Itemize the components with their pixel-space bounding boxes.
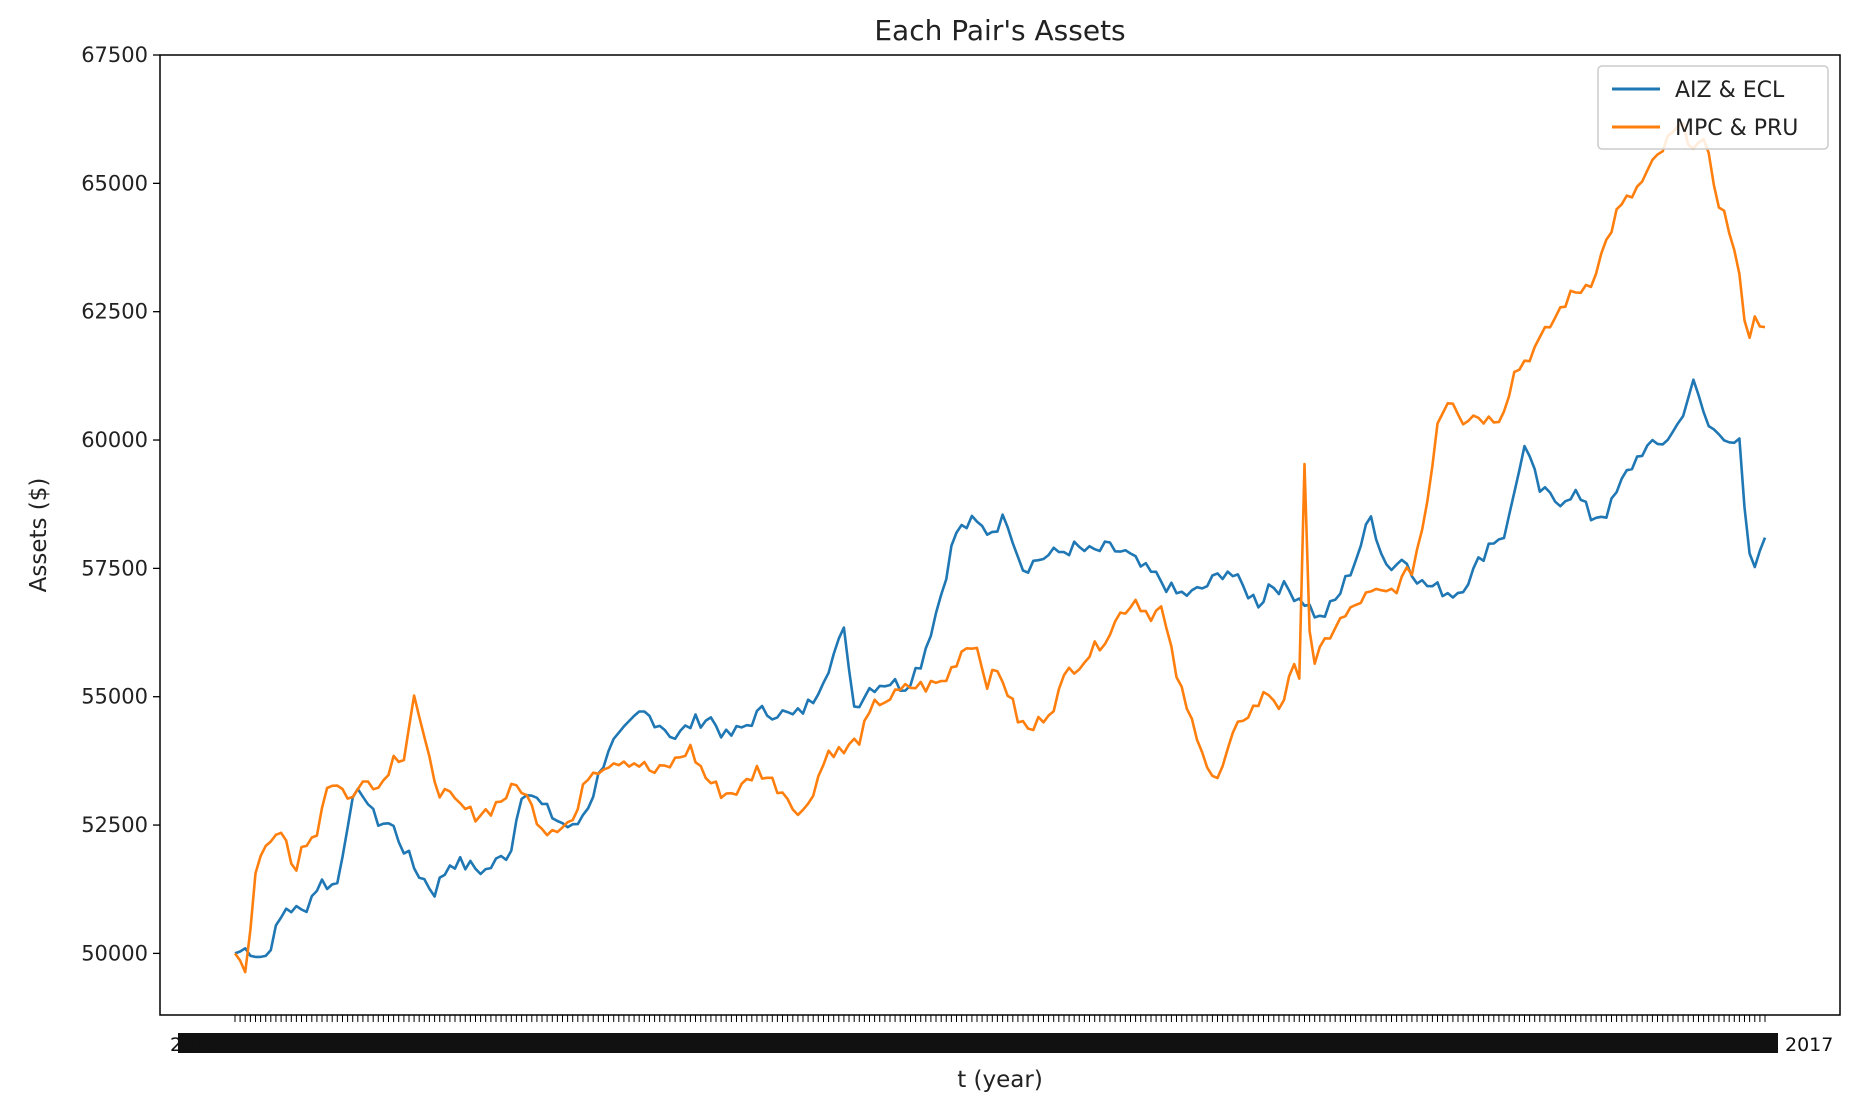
y-tick-label: 52500 — [81, 813, 148, 837]
x-axis-label: t (year) — [957, 1067, 1043, 1093]
plot-area — [233, 122, 1767, 974]
y-tick-label: 57500 — [81, 556, 148, 580]
axes-frame — [159, 54, 1841, 1016]
y-tick-label: 65000 — [81, 171, 148, 195]
series-line-aiz-ecl — [234, 378, 1767, 959]
y-tick-label: 50000 — [81, 941, 148, 965]
y-tick-label: 55000 — [81, 685, 148, 709]
y-tick-label: 62500 — [81, 300, 148, 324]
y-axis-ticks: 50000 52500 55000 57500 60000 62500 65000 67500 — [81, 43, 160, 965]
legend-label-mpc-pru: MPC & PRU — [1675, 116, 1798, 141]
y-axis-label: Assets ($) — [26, 478, 52, 593]
y-tick-label: 67500 — [81, 43, 148, 67]
legend: AIZ & ECL MPC & PRU — [1597, 65, 1829, 150]
x-tick-label-first: 2018 — [170, 1034, 218, 1056]
x-tick-label-clutter: 2018 2017 — [170, 1034, 1833, 1056]
x-tick-marks — [178, 1015, 1778, 1053]
chart-title: Each Pair's Assets — [874, 14, 1125, 47]
y-tick-label: 60000 — [81, 428, 148, 452]
series-line-mpc-pru — [233, 122, 1766, 974]
legend-label-aiz-ecl: AIZ & ECL — [1675, 78, 1785, 103]
x-tick-label-overlap-band — [178, 1033, 1778, 1053]
x-tick-label-last: 2017 — [1785, 1034, 1833, 1056]
x-tick-marks-path — [234, 1015, 1766, 1022]
